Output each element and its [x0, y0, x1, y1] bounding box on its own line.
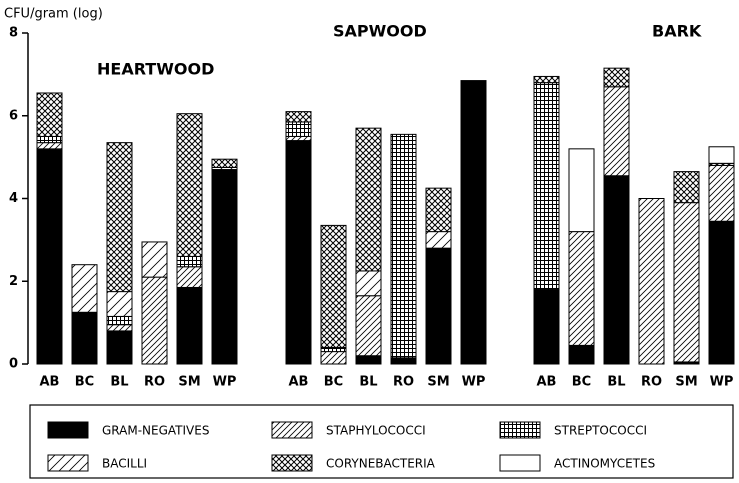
annotation: BARK: [652, 22, 702, 41]
bar-segment: [673, 171, 700, 204]
bar-segment: [176, 266, 203, 288]
bar-segment: [320, 224, 347, 348]
bar-segment: [673, 202, 700, 363]
bar-segment: [106, 142, 133, 293]
bar-segment: [106, 324, 133, 332]
bar-segment: [36, 135, 63, 144]
x-tick-label: BC: [75, 375, 94, 390]
x-tick-label: SM: [427, 375, 449, 390]
bar-segment: [36, 92, 63, 137]
bar-segment: [355, 270, 382, 297]
bar-segment: [141, 241, 168, 278]
bar-segment: [708, 146, 735, 164]
bar-segment: [355, 355, 382, 365]
x-tick-label: SM: [675, 375, 697, 390]
bar-segment: [390, 357, 417, 365]
bar-segment: [568, 344, 595, 365]
x-tick-label: BL: [110, 375, 128, 390]
bar-segment: [106, 315, 133, 326]
x-tick-label: BC: [572, 375, 591, 390]
bar-segment: [533, 289, 560, 365]
x-tick-label: AB: [289, 375, 309, 390]
legend-swatch: [47, 454, 89, 472]
bar-segment: [425, 187, 452, 233]
bar-segment: [425, 231, 452, 249]
bar-segment: [71, 311, 98, 365]
bar-segment: [106, 291, 133, 317]
x-tick-label: RO: [393, 375, 414, 390]
bar-segment: [638, 198, 665, 365]
bar-segment: [285, 140, 312, 365]
x-tick-label: BL: [359, 375, 377, 390]
x-tick-label: WP: [710, 375, 734, 390]
legend-label: STAPHYLOCOCCI: [326, 424, 426, 438]
bar-segment: [285, 111, 312, 123]
y-tick-label: 2: [9, 274, 18, 289]
y-tick-label: 0: [9, 357, 18, 372]
legend-swatch: [499, 454, 541, 472]
bar-segment: [603, 67, 630, 88]
legend-swatch: [271, 421, 313, 439]
y-tick-label: 8: [9, 26, 18, 41]
x-tick-label: AB: [40, 375, 60, 390]
bar-segment: [211, 169, 238, 365]
x-tick-label: AB: [537, 375, 557, 390]
x-tick-label: BC: [324, 375, 343, 390]
bar-segment: [355, 295, 382, 357]
x-tick-label: RO: [144, 375, 165, 390]
bar-segment: [320, 346, 347, 353]
legend-label: CORYNEBACTERIA: [326, 457, 436, 471]
legend-swatch: [499, 421, 541, 439]
bar-segment: [285, 121, 312, 137]
x-tick-label: BL: [607, 375, 625, 390]
bar-segment: [425, 247, 452, 365]
bar-segment: [708, 220, 735, 365]
bar-segment: [533, 82, 560, 291]
bar-segment: [176, 113, 203, 257]
bar-segment: [285, 135, 312, 142]
bar-segment: [355, 127, 382, 272]
bar-segment: [603, 175, 630, 365]
legend-label: BACILLI: [102, 457, 147, 471]
bar-segment: [708, 164, 735, 222]
legend-label: STREPTOCOCCI: [554, 424, 647, 438]
y-tick-label: 6: [9, 108, 18, 123]
legend-swatch: [47, 421, 89, 439]
bar-segment: [106, 330, 133, 365]
x-tick-label: WP: [462, 375, 486, 390]
bar-segment: [141, 276, 168, 365]
legend-label: GRAM-NEGATIVES: [102, 424, 209, 438]
bar-segment: [211, 158, 238, 168]
legend-box: [29, 404, 734, 479]
annotation: HEARTWOOD: [97, 60, 214, 79]
legend-swatch: [271, 454, 313, 472]
x-tick-label: WP: [213, 375, 237, 390]
bar-segment: [533, 75, 560, 84]
x-tick-label: SM: [178, 375, 200, 390]
bar-segment: [176, 286, 203, 365]
bar-segment: [603, 86, 630, 177]
bar-segment: [460, 80, 487, 365]
legend-label: ACTINOMYCETES: [554, 457, 655, 471]
bar-segment: [176, 255, 203, 268]
annotation: SAPWOOD: [333, 22, 427, 41]
bar-segment: [568, 231, 595, 346]
x-tick-label: RO: [641, 375, 662, 390]
bar-segment: [390, 133, 417, 359]
bar-segment: [36, 148, 63, 365]
bar-segment: [71, 264, 98, 313]
bar-segment: [320, 351, 347, 365]
bar-segment: [36, 142, 63, 150]
y-axis-label: CFU/gram (log): [4, 7, 103, 22]
bar-segment: [568, 148, 595, 233]
y-tick-label: 4: [9, 191, 18, 206]
